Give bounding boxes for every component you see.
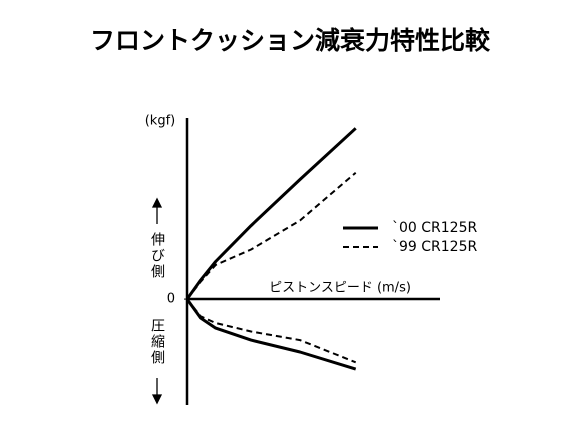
arrows [151, 197, 163, 405]
legend-label: `00 CR125R [392, 220, 477, 236]
series-line [185, 127, 357, 300]
y-tick-label: 0 [167, 292, 175, 307]
series-line [186, 171, 357, 300]
y-axis-label: (kgf) [145, 114, 176, 129]
chart-title: フロントクッション減衰力特性比較 [90, 26, 491, 55]
series-line [186, 298, 357, 364]
x-axis-label: ピストンスピード (m/s) [269, 281, 411, 296]
series-line [185, 298, 357, 371]
compression-label: 圧縮側 [149, 318, 165, 366]
legend-label: `99 CR125R [392, 239, 477, 255]
arrow-up-head [151, 197, 163, 208]
extension-label: 伸び側 [149, 232, 165, 280]
arrow-down-head [151, 394, 163, 405]
